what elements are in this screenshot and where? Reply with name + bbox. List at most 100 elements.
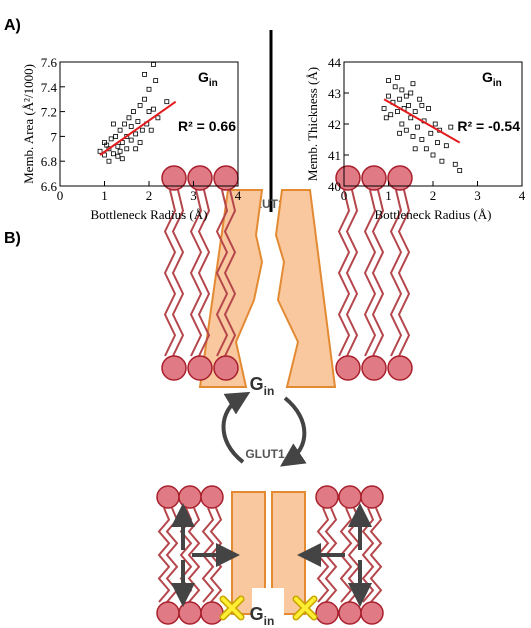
point — [109, 137, 113, 141]
y-tick-label: 41 — [328, 148, 341, 163]
state-label: Gin — [250, 374, 275, 398]
lipid-head — [336, 356, 360, 380]
point — [400, 122, 404, 126]
point — [458, 169, 462, 173]
point — [129, 138, 133, 142]
point — [151, 107, 155, 111]
y-tick-label: 6.8 — [41, 154, 57, 169]
point — [420, 103, 424, 107]
point — [449, 125, 453, 129]
lipid-head — [388, 356, 412, 380]
point — [120, 157, 124, 161]
x-tick-label: 0 — [341, 188, 348, 203]
lipid-head — [157, 602, 179, 624]
point — [382, 107, 386, 111]
y-tick-label: 43 — [328, 86, 341, 101]
lipid-head — [339, 602, 361, 624]
lipid-head — [361, 486, 383, 508]
point — [409, 91, 413, 95]
point — [127, 116, 131, 120]
point — [395, 110, 399, 114]
point — [384, 116, 388, 120]
lipid-head — [162, 356, 186, 380]
point — [424, 147, 428, 151]
annotation-sub: in — [493, 78, 502, 89]
lipid-head — [339, 486, 361, 508]
point — [398, 131, 402, 135]
point — [147, 87, 151, 91]
y-tick-label: 40 — [328, 179, 341, 194]
annotation: Gin — [198, 69, 218, 89]
point — [111, 122, 115, 126]
point — [413, 147, 417, 151]
lipid-head — [316, 486, 338, 508]
x-axis-label: Bottleneck Radius (Å) — [375, 207, 492, 222]
point — [154, 79, 158, 83]
point — [453, 162, 457, 166]
point — [138, 103, 142, 107]
cycle-arrow — [223, 398, 243, 462]
point — [165, 100, 169, 104]
x-tick-label: 1 — [101, 188, 108, 203]
y-tick-label: 42 — [328, 117, 341, 132]
lipid-head — [157, 486, 179, 508]
point — [400, 88, 404, 92]
point — [98, 149, 102, 153]
lipid-head — [201, 486, 223, 508]
point — [131, 110, 135, 114]
point — [149, 128, 153, 132]
point — [138, 141, 142, 145]
x-tick-label: 0 — [57, 188, 64, 203]
fit-line — [384, 99, 460, 142]
point — [395, 76, 399, 80]
y-tick-label: 44 — [328, 55, 342, 70]
point — [116, 154, 120, 158]
point — [107, 159, 111, 163]
point — [143, 97, 147, 101]
cycle-arrow — [285, 398, 304, 460]
x-tick-label: 2 — [430, 188, 437, 203]
point — [404, 128, 408, 132]
point — [125, 147, 129, 151]
protein — [276, 190, 335, 387]
point — [140, 128, 144, 132]
point — [134, 132, 138, 136]
panel-label: B) — [4, 230, 21, 247]
protein-label: GLUT1 — [245, 447, 285, 461]
x-tick-label: 3 — [190, 188, 197, 203]
point — [415, 125, 419, 129]
point — [134, 147, 138, 151]
lipid-head — [214, 356, 238, 380]
point — [413, 110, 417, 114]
lipid-tail — [371, 508, 381, 602]
point — [404, 94, 408, 98]
lipid-head — [179, 602, 201, 624]
x-tick-label: 3 — [474, 188, 481, 203]
x-tick-label: 2 — [146, 188, 153, 203]
point — [393, 85, 397, 89]
point — [427, 107, 431, 111]
point — [129, 124, 133, 128]
point — [444, 144, 448, 148]
point — [116, 144, 120, 148]
y-tick-label: 7.4 — [41, 80, 58, 95]
point — [431, 153, 435, 157]
point — [387, 94, 391, 98]
y-tick-label: 7.6 — [41, 55, 58, 70]
point — [118, 149, 122, 153]
point — [114, 134, 118, 138]
panel-label: A) — [4, 17, 21, 34]
lipid-head — [316, 602, 338, 624]
y-tick-label: 7 — [51, 129, 58, 144]
lipid-tail — [349, 508, 359, 602]
lipid-head — [179, 486, 201, 508]
point — [398, 97, 402, 101]
y-axis-label: Memb. Area (Å²/1000) — [21, 64, 36, 184]
lipid-head — [188, 356, 212, 380]
point — [118, 128, 122, 132]
point — [411, 82, 415, 86]
point — [433, 122, 437, 126]
point — [418, 97, 422, 101]
figure: A) B) GLUT1 Gin GLUT1 Gin 012346.66.877.… — [0, 0, 531, 628]
point — [389, 113, 393, 117]
